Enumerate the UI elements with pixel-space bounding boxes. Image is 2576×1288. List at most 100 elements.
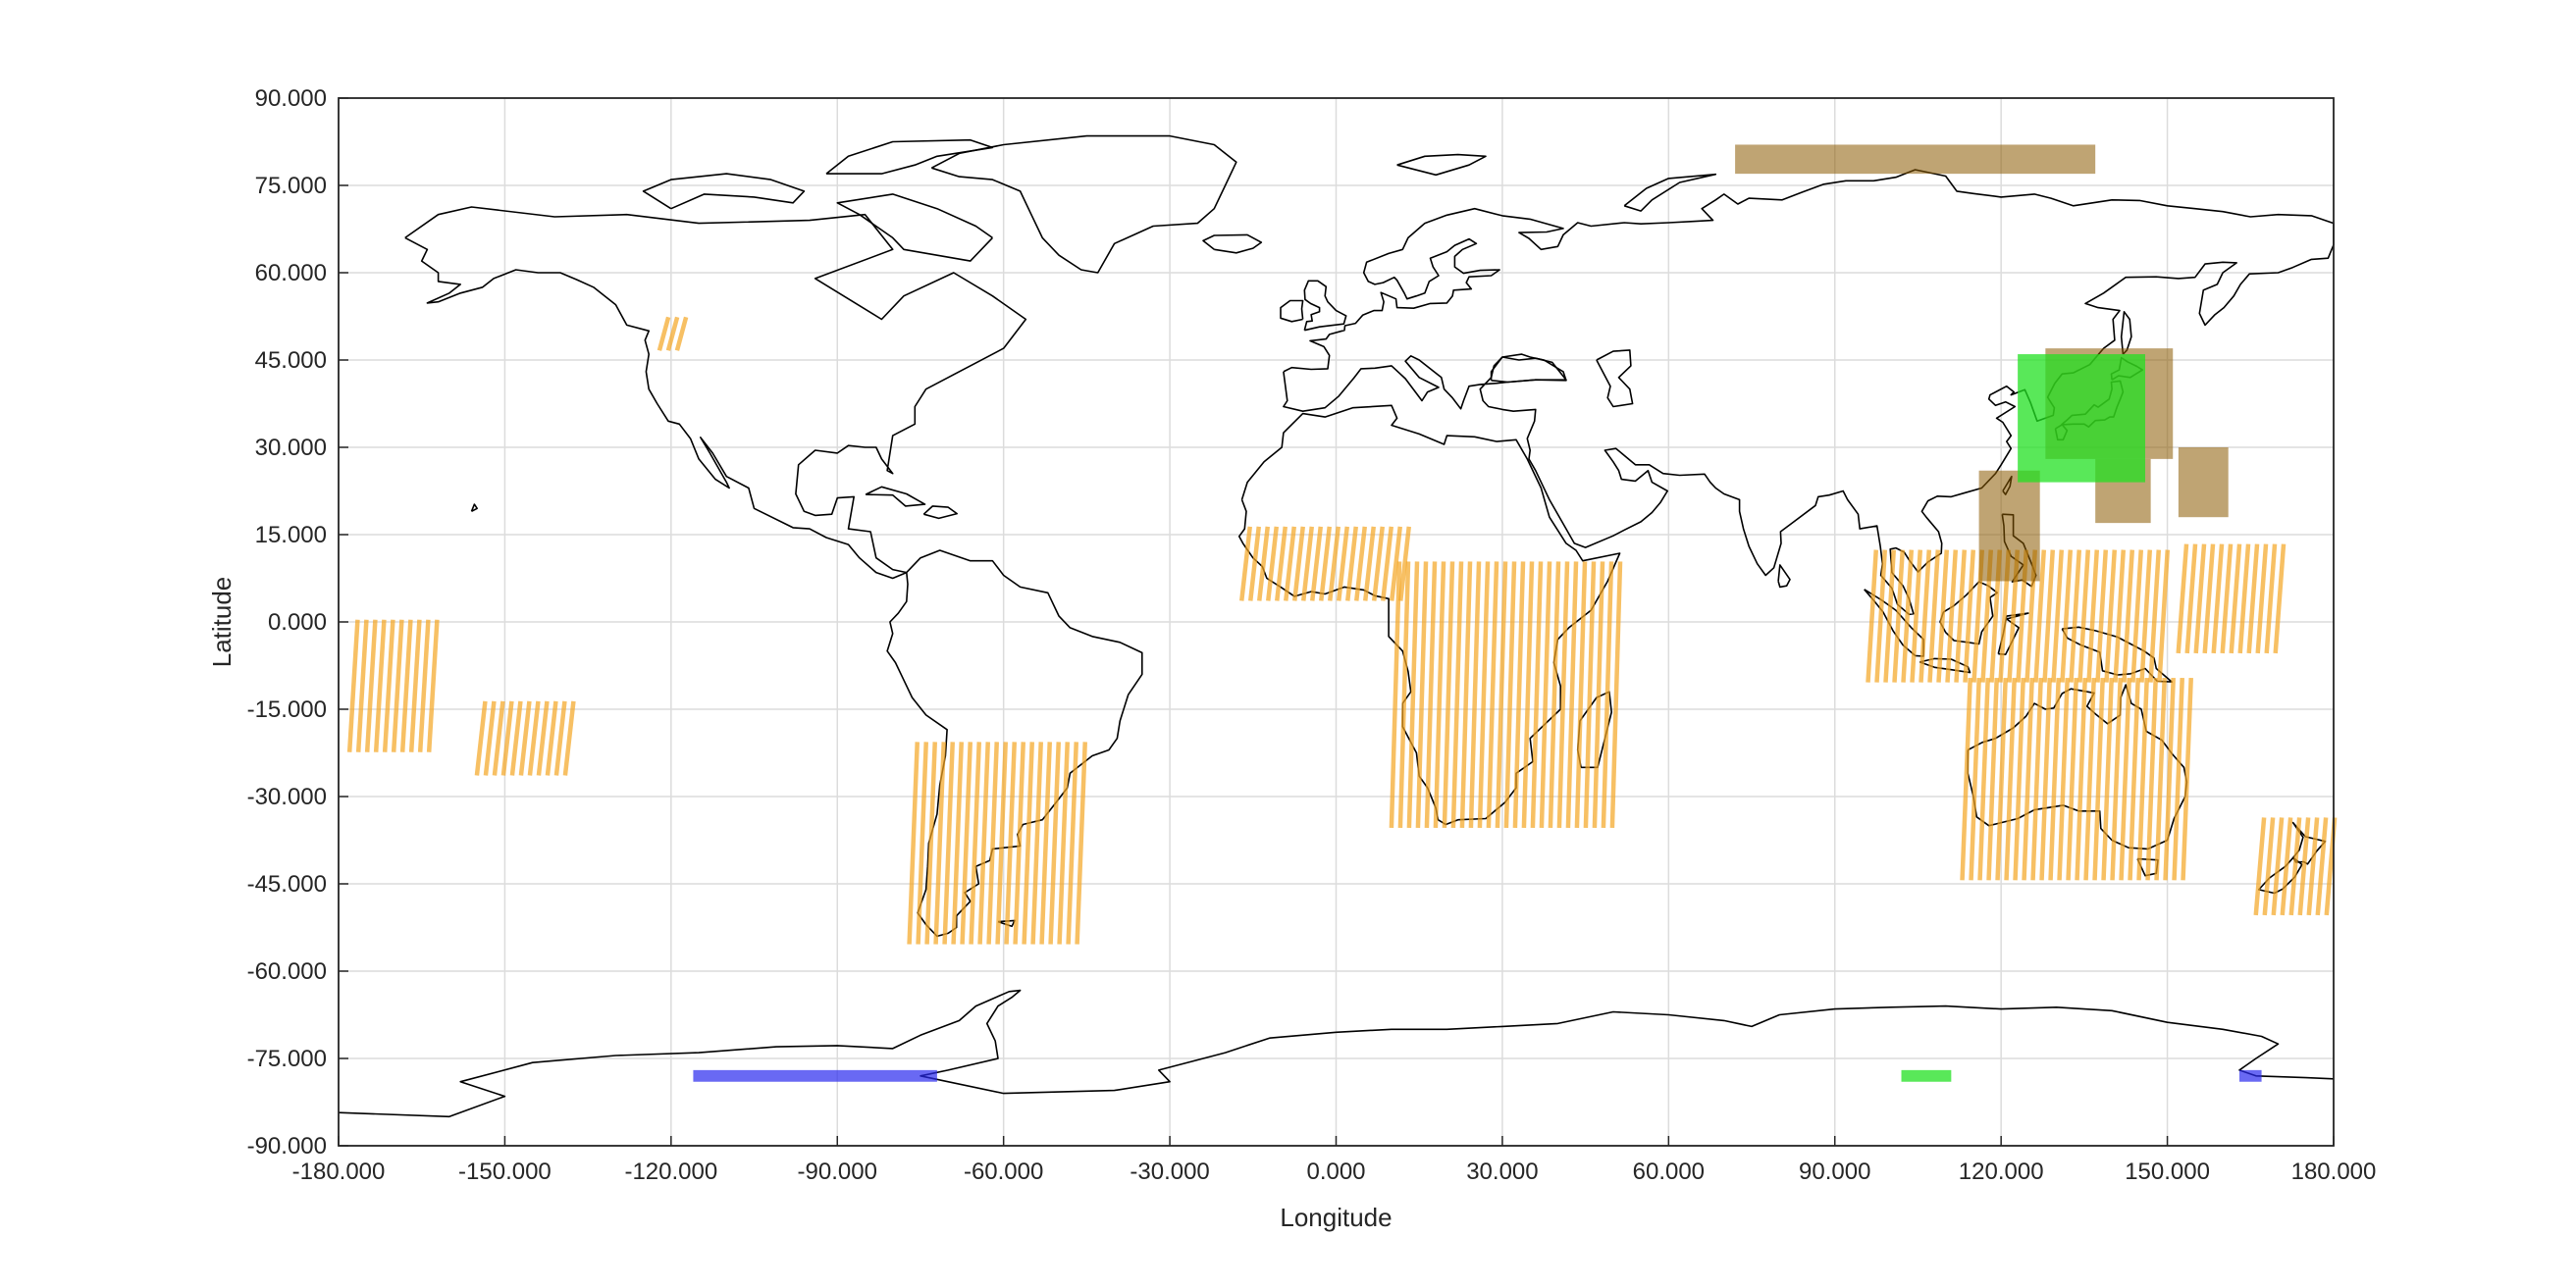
coverage-stripe xyxy=(1292,526,1305,601)
y-tick-label: 75.000 xyxy=(255,173,327,199)
coverage-stripe xyxy=(1601,561,1614,828)
coverage-stripe xyxy=(483,700,497,776)
x-tick-label: -30.000 xyxy=(1130,1159,1209,1185)
x-tick-label: 0.000 xyxy=(1306,1159,1365,1185)
coverage-stripe xyxy=(995,742,1009,945)
coverage-stripe xyxy=(355,619,369,752)
coverage-stripe xyxy=(509,700,523,776)
coverage-stripe xyxy=(1433,561,1446,828)
coverage-stripe xyxy=(1266,526,1279,601)
coverage-stripe xyxy=(1319,526,1332,601)
coverage-stripe xyxy=(2030,677,2043,881)
x-tick-label: -180.000 xyxy=(292,1159,386,1185)
coverage-stripe xyxy=(977,742,991,945)
coverage-stripe xyxy=(1450,561,1464,828)
coverage-stripe xyxy=(1039,742,1053,945)
coverage-stripe xyxy=(2101,677,2114,881)
coverage-stripe xyxy=(2039,677,2052,881)
coverage-region-orange xyxy=(657,316,689,351)
coverage-block-blue xyxy=(693,1069,937,1082)
coverage-stripe xyxy=(1977,677,1990,881)
coverage-stripe xyxy=(1919,549,1932,683)
coverage-stripe xyxy=(1512,561,1526,828)
coverage-stripe xyxy=(2077,549,2091,683)
coverage-region-orange xyxy=(907,742,1088,945)
coverage-stripe xyxy=(1954,549,1968,683)
x-tick-label: 180.000 xyxy=(2291,1159,2377,1185)
coverage-stripe xyxy=(2193,543,2207,654)
coverage-stripe xyxy=(1986,677,1999,881)
coastline-greenland xyxy=(930,134,1237,274)
coverage-stripe xyxy=(553,700,567,776)
coverage-stripe xyxy=(1609,561,1623,828)
coverage-stripe xyxy=(2297,817,2311,916)
coverage-stripe xyxy=(1415,561,1429,828)
coastline-java xyxy=(1919,657,1971,674)
coverage-stripe xyxy=(1354,526,1367,601)
coverage-stripe xyxy=(942,742,956,945)
coverage-stripe xyxy=(2033,549,2047,683)
coverage-stripe xyxy=(2060,549,2074,683)
coverage-region-orange xyxy=(1389,561,1623,828)
coverage-stripe xyxy=(1424,561,1438,828)
coverage-stripe xyxy=(2066,677,2078,881)
x-tick-label: 90.000 xyxy=(1799,1159,1870,1185)
coverage-stripe xyxy=(1495,561,1508,828)
coverage-stripe xyxy=(2157,549,2171,683)
coverage-stripe xyxy=(1892,549,1906,683)
coverage-stripe xyxy=(1048,742,1062,945)
coverage-region-orange xyxy=(2176,543,2287,654)
coverage-stripe xyxy=(2086,549,2100,683)
coverage-stripe xyxy=(2211,543,2225,654)
coverage-stripe xyxy=(2051,549,2065,683)
coverage-stripe xyxy=(1022,742,1035,945)
coverage-block-blue xyxy=(2238,1069,2262,1082)
x-axis-title: Longitude xyxy=(1280,1203,1392,1232)
coverage-stripe xyxy=(1945,549,1959,683)
coverage-stripe xyxy=(1030,742,1044,945)
y-tick-label: -15.000 xyxy=(247,696,327,723)
coverage-stripe xyxy=(2139,549,2153,683)
coverage-stripe xyxy=(2273,543,2287,654)
coverage-stripe xyxy=(382,619,395,752)
coverage-stripe xyxy=(2048,677,2061,881)
coverage-stripe xyxy=(1406,561,1420,828)
coverage-stripe xyxy=(2119,677,2131,881)
coastline-north-america xyxy=(404,206,1027,580)
coverage-stripe xyxy=(1963,549,1976,683)
x-tick-label: 60.000 xyxy=(1633,1159,1705,1185)
coverage-stripe xyxy=(1995,677,2008,881)
coverage-stripe xyxy=(2042,549,2056,683)
coverage-stripe xyxy=(545,700,558,776)
coverage-stripe xyxy=(2306,817,2320,916)
coverage-stripe xyxy=(1486,561,1499,828)
coverage-stripe xyxy=(2075,677,2087,881)
coverage-stripe xyxy=(1565,561,1579,828)
coverage-stripe xyxy=(518,700,532,776)
grid-layer xyxy=(338,97,2335,1147)
coverage-stripe xyxy=(2069,549,2082,683)
coverage-stripe xyxy=(399,619,413,752)
coverage-stripe xyxy=(2229,543,2242,654)
coverage-stripe xyxy=(969,742,982,945)
coverage-stripe xyxy=(1013,742,1026,945)
x-tick-label: -120.000 xyxy=(624,1159,717,1185)
coverage-stripe xyxy=(1960,677,1972,881)
coverage-stripe xyxy=(2104,549,2118,683)
coverage-stripe xyxy=(2083,677,2096,881)
y-tick-label: -60.000 xyxy=(247,958,327,985)
coverage-stripe xyxy=(1310,526,1323,601)
coverage-stripe xyxy=(2253,817,2267,916)
coastline-eurasia xyxy=(1283,169,2335,616)
coverage-stripe xyxy=(2013,677,2025,881)
coverage-stripe xyxy=(1521,561,1535,828)
coverage-block-brown xyxy=(1735,144,2096,175)
coastline-iceland xyxy=(1202,233,1263,254)
coverage-stripe xyxy=(1066,742,1079,945)
coastline-ireland xyxy=(1280,299,1304,323)
coastline-cuba xyxy=(865,486,926,507)
coverage-stripe xyxy=(2145,677,2158,881)
coverage-stripe xyxy=(1248,526,1261,601)
coverage-stripe xyxy=(1901,549,1915,683)
coastline-svalbard xyxy=(1396,153,1487,177)
